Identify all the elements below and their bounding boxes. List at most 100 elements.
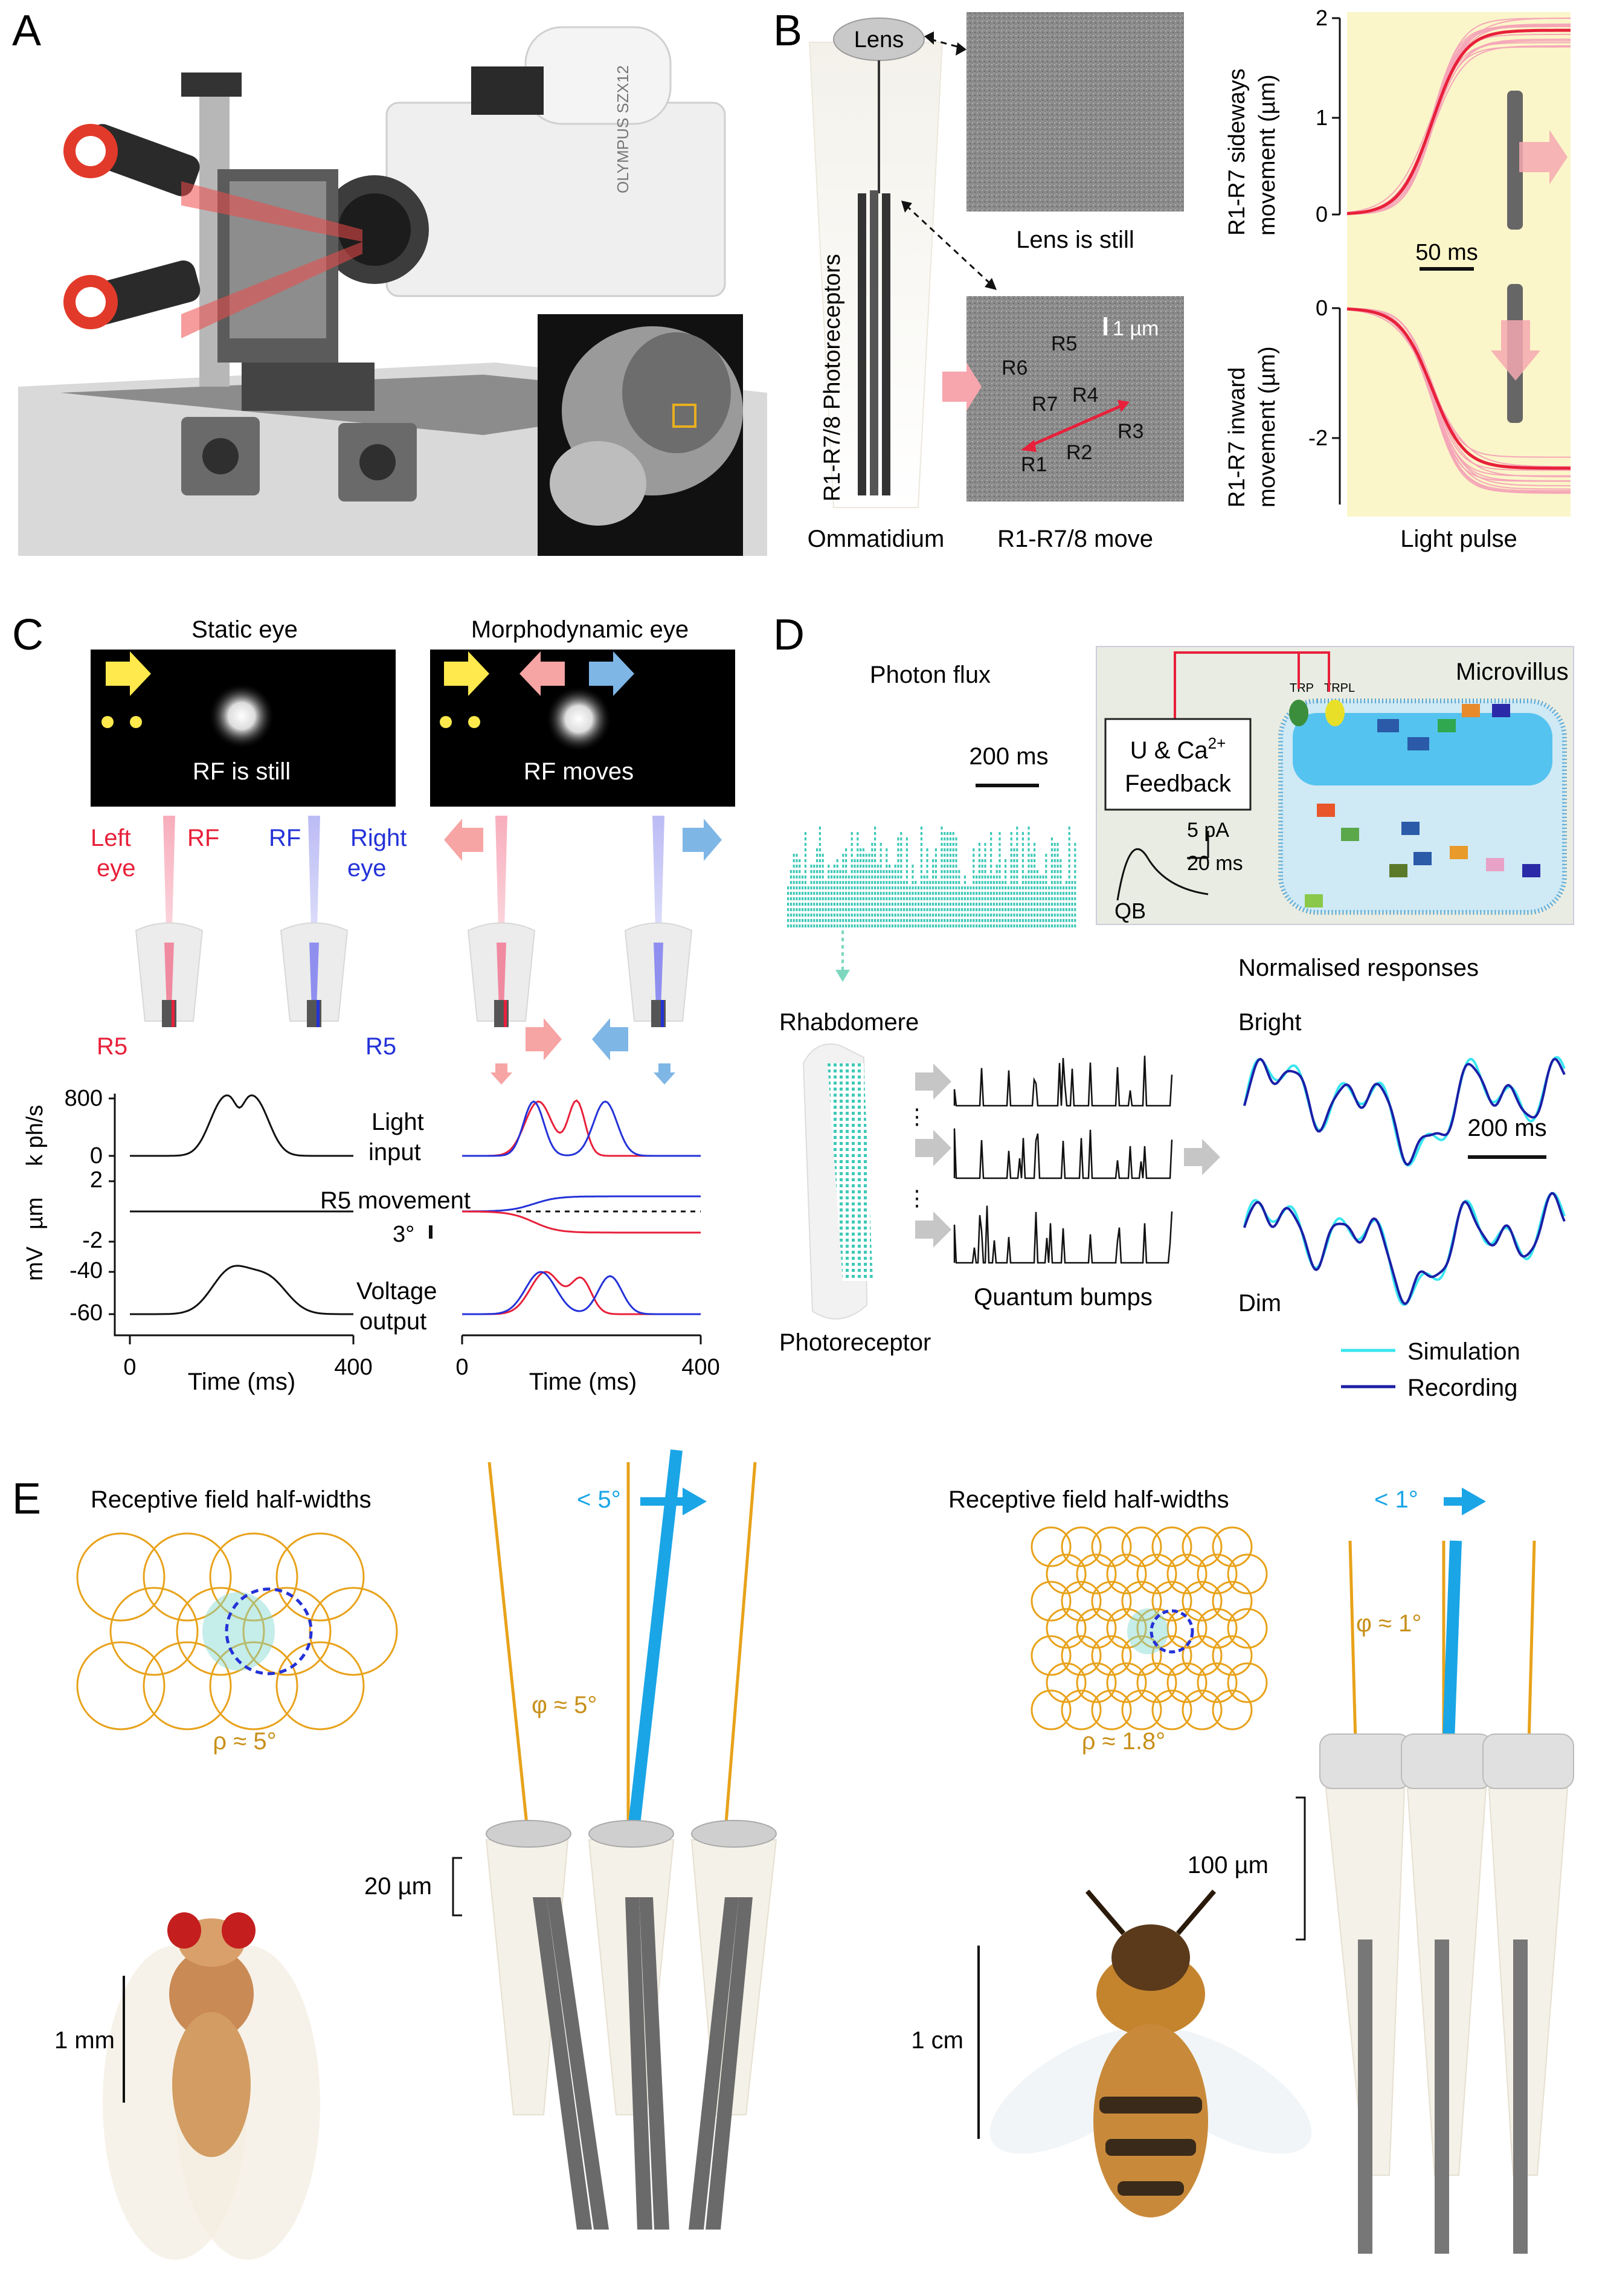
photon-mark bbox=[897, 865, 899, 868]
left-eye-label-2: eye bbox=[97, 855, 136, 882]
photon-mark bbox=[1053, 876, 1056, 879]
photon-mark bbox=[995, 914, 998, 917]
photon-mark bbox=[816, 854, 818, 857]
photon-mark bbox=[1053, 924, 1056, 927]
photon-mark bbox=[857, 859, 859, 862]
photon-mark bbox=[1065, 908, 1067, 911]
photon-mark bbox=[926, 897, 928, 900]
photon-mark bbox=[831, 870, 833, 873]
photon-mark bbox=[799, 859, 801, 862]
photon-mark bbox=[799, 881, 801, 884]
photon-mark bbox=[934, 870, 937, 873]
photon-mark bbox=[1021, 881, 1024, 884]
receptive-field-circle bbox=[1136, 1553, 1177, 1595]
photon-mark bbox=[992, 881, 995, 884]
photon-mark bbox=[818, 908, 821, 911]
photon-mark bbox=[883, 892, 885, 895]
photon-mark bbox=[1074, 870, 1076, 873]
photon-mark bbox=[984, 876, 986, 879]
photon-mark bbox=[926, 924, 928, 927]
photon-mark bbox=[897, 919, 899, 922]
photon-mark bbox=[1034, 897, 1036, 900]
photon-mark bbox=[952, 854, 954, 857]
photon-mark bbox=[854, 892, 856, 895]
photon-mark bbox=[1045, 859, 1047, 862]
photon-mark bbox=[941, 886, 943, 889]
bee-ommatidia-illustration: < 1° φ ≈ 1° 100 µm bbox=[1188, 1486, 1574, 2254]
photon-mark bbox=[886, 903, 888, 906]
photon-mark bbox=[836, 897, 838, 900]
photon-mark bbox=[790, 876, 792, 879]
photon-mark bbox=[912, 908, 914, 911]
photoreceptor-label: Photoreceptor bbox=[779, 1329, 931, 1356]
photon-mark bbox=[1042, 876, 1044, 879]
photon-mark bbox=[1065, 897, 1067, 900]
photon-mark bbox=[984, 924, 986, 927]
photon-mark bbox=[1036, 870, 1038, 873]
photon-mark bbox=[1028, 848, 1030, 851]
photon-mark bbox=[874, 843, 876, 846]
photon-mark bbox=[897, 843, 899, 846]
photon-mark bbox=[992, 892, 995, 895]
photon-mark bbox=[825, 919, 827, 922]
photon-mark bbox=[1074, 854, 1076, 857]
photon-mark bbox=[900, 848, 902, 851]
photon-mark bbox=[900, 876, 902, 879]
photon-mark bbox=[992, 924, 995, 927]
photon-mark bbox=[851, 903, 853, 906]
photon-mark bbox=[992, 897, 995, 900]
photon-mark bbox=[790, 886, 792, 889]
photon-mark bbox=[799, 870, 801, 873]
photon-mark bbox=[862, 870, 864, 873]
photon-mark bbox=[1005, 908, 1007, 911]
photon-mark bbox=[1048, 903, 1050, 906]
photon-mark bbox=[860, 924, 862, 927]
photon-mark bbox=[1021, 914, 1024, 917]
photon-mark bbox=[923, 908, 925, 911]
photon-mark bbox=[836, 892, 838, 895]
photon-mark bbox=[822, 881, 824, 884]
photon-mark bbox=[828, 924, 830, 927]
photon-mark bbox=[1074, 843, 1076, 846]
photon-mark bbox=[810, 876, 812, 879]
photon-mark bbox=[1024, 876, 1027, 879]
cell-labels: R1 R2 R3 R4 R5 R6 R7 bbox=[1002, 332, 1143, 476]
photon-mark bbox=[889, 881, 891, 884]
photon-mark bbox=[871, 854, 873, 857]
photon-mark bbox=[862, 848, 864, 851]
photon-mark bbox=[987, 876, 989, 879]
photon-mark bbox=[1034, 876, 1036, 879]
photon-mark bbox=[1031, 897, 1033, 900]
photon-mark bbox=[833, 886, 835, 889]
photon-mark bbox=[905, 854, 908, 857]
photon-mark bbox=[1013, 865, 1015, 868]
photon-mark bbox=[995, 908, 998, 911]
photon-mark bbox=[876, 897, 879, 900]
photon-mark bbox=[1045, 892, 1047, 895]
photon-mark bbox=[1053, 892, 1056, 895]
photon-mark bbox=[947, 859, 949, 862]
photon-mark bbox=[1031, 919, 1033, 922]
photon-mark bbox=[807, 897, 809, 900]
right-eye-label: Right bbox=[350, 825, 407, 851]
photon-mark bbox=[871, 843, 873, 846]
photon-mark bbox=[813, 924, 815, 927]
photon-mark bbox=[897, 876, 899, 879]
photon-mark bbox=[929, 908, 931, 911]
photon-mark bbox=[790, 908, 792, 911]
svg-text:⋮: ⋮ bbox=[906, 1185, 928, 1210]
photon-mark bbox=[976, 876, 978, 879]
photon-mark bbox=[926, 903, 928, 906]
photon-mark bbox=[813, 897, 815, 900]
photon-mark bbox=[949, 903, 951, 906]
y-tick: -40 bbox=[69, 1258, 103, 1283]
photon-mark bbox=[845, 908, 847, 911]
photon-mark bbox=[1060, 886, 1062, 889]
photon-mark bbox=[955, 897, 957, 900]
photon-mark bbox=[862, 914, 864, 917]
photon-mark bbox=[905, 903, 908, 906]
photon-mark bbox=[1056, 854, 1059, 857]
photon-mark bbox=[920, 886, 922, 889]
photon-mark bbox=[937, 903, 940, 906]
photon-mark bbox=[1024, 919, 1027, 922]
